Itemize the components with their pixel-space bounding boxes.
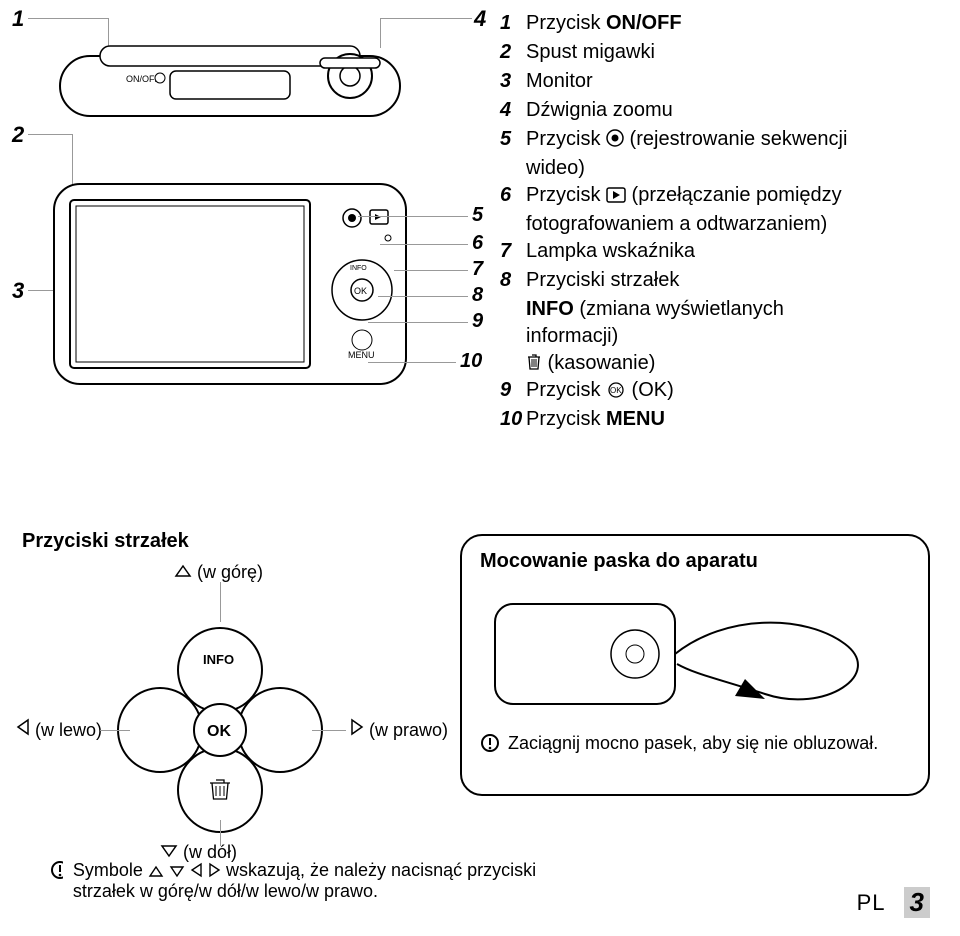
triangle-up-icon [148, 865, 164, 878]
callout-3: 3 [12, 278, 24, 304]
svg-text:INFO: INFO [203, 652, 234, 667]
svg-text:INFO: INFO [350, 265, 367, 272]
dir-down-label: (w dół) [183, 842, 237, 862]
footer-pl: PL [857, 890, 886, 916]
legend-5-pre: Przycisk [526, 128, 606, 150]
strap-illustration [485, 584, 905, 724]
callout-7: 7 [472, 258, 483, 281]
legend-n-9: 9 [500, 377, 526, 404]
camera-back-view: OK INFO MENU [50, 180, 410, 390]
triangle-left-icon [16, 718, 30, 736]
legend-n-1: 1 [500, 10, 526, 37]
legend-10-bold: MENU [606, 408, 665, 430]
legend-n-10: 10 [500, 406, 526, 433]
legend-8-trash-post: (kasowanie) [542, 352, 655, 374]
page-footer: PL 3 [857, 887, 930, 918]
ok-icon: OK [606, 382, 626, 398]
callout-8: 8 [472, 284, 483, 307]
callout-6: 6 [472, 232, 483, 255]
legend-n-7: 7 [500, 238, 526, 265]
legend-n-5: 5 [500, 126, 526, 153]
callout-10: 10 [460, 350, 482, 373]
svg-text:MENU: MENU [348, 350, 375, 360]
warning-icon [50, 860, 63, 880]
legend-n-6: 6 [500, 182, 526, 209]
play-icon [606, 187, 626, 203]
legend-n-2: 2 [500, 39, 526, 66]
footnote-pre: Symbole [73, 860, 148, 880]
legend: 1Przycisk ON/OFF 2Spust migawki 3Monitor… [500, 10, 920, 435]
legend-6-pre: Przycisk [526, 184, 606, 206]
legend-n-8: 8 [500, 267, 526, 294]
arrow-pad-diagram: OK INFO [110, 620, 330, 840]
triangle-right-icon [208, 862, 221, 878]
legend-8-info: INFO [526, 298, 574, 320]
legend-n-4: 4 [500, 97, 526, 124]
callout-2: 2 [12, 122, 24, 148]
callout-5: 5 [472, 204, 483, 227]
dir-up: (w górę) [174, 562, 263, 583]
legend-6-post: (przełączanie pomiędzy [626, 184, 842, 206]
legend-6-sub: fotografowaniem a odtwarzaniem) [526, 211, 920, 238]
camera-top-view: ON/OFF [50, 16, 410, 136]
legend-1-pre: Przycisk [526, 12, 606, 34]
triangle-down-icon [169, 865, 185, 878]
dir-right: (w prawo) [350, 718, 448, 741]
dir-up-label: (w górę) [197, 562, 263, 582]
legend-3: Monitor [526, 68, 920, 95]
record-icon [606, 129, 624, 147]
dir-left: (w lewo) [16, 718, 102, 741]
triangle-right-icon [350, 718, 364, 736]
dir-right-label: (w prawo) [369, 720, 448, 740]
legend-9-pre: Przycisk [526, 379, 606, 401]
legend-8: Przyciski strzałek [526, 267, 920, 294]
svg-text:OK: OK [354, 286, 367, 296]
triangle-up-icon [174, 564, 192, 578]
legend-10-pre: Przycisk [526, 408, 606, 430]
legend-9-post: (OK) [626, 379, 674, 401]
svg-text:OK: OK [207, 723, 231, 740]
legend-8-info-post: (zmiana wyświetlanych [574, 298, 784, 320]
svg-text:OK: OK [610, 386, 622, 395]
legend-5-sub: wideo) [526, 155, 920, 182]
legend-7: Lampka wskaźnika [526, 238, 920, 265]
legend-2: Spust migawki [526, 39, 920, 66]
callout-9: 9 [472, 310, 483, 333]
legend-5-post: (rejestrowanie sekwencji [624, 128, 847, 150]
legend-1-bold: ON/OFF [606, 12, 682, 34]
footnote: Symbole wskazują, że należy nacisnąć prz… [50, 860, 570, 902]
triangle-left-icon [190, 862, 203, 878]
warning-icon [480, 733, 500, 753]
strap-title: Mocowanie paska do aparatu [480, 550, 910, 573]
arrows-title: Przyciski strzałek [22, 530, 189, 553]
trash-icon [526, 353, 542, 371]
dir-left-label: (w lewo) [35, 720, 102, 740]
legend-8-info-sub: informacji) [526, 323, 920, 350]
legend-4: Dźwignia zoomu [526, 97, 920, 124]
callout-1: 1 [12, 6, 24, 32]
triangle-down-icon [160, 844, 178, 858]
strap-box: Mocowanie paska do aparatu Zaciągnij moc… [460, 534, 930, 796]
legend-n-3: 3 [500, 68, 526, 95]
callout-4: 4 [474, 6, 486, 32]
strap-note-text: Zaciągnij mocno pasek, aby się nie obluz… [508, 733, 878, 754]
footer-page: 3 [904, 887, 930, 918]
